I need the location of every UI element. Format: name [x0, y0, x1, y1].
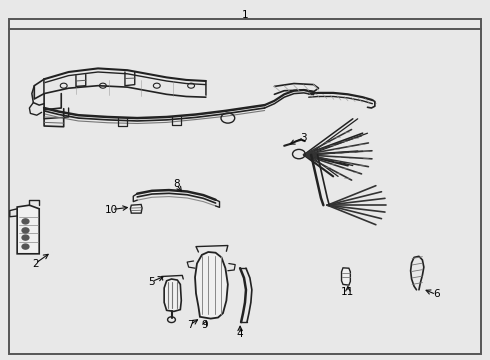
Polygon shape — [195, 252, 228, 319]
Text: 1: 1 — [242, 10, 248, 20]
Circle shape — [22, 219, 29, 224]
Text: 9: 9 — [201, 320, 208, 330]
Polygon shape — [342, 268, 350, 285]
Text: 2: 2 — [32, 258, 39, 269]
Text: 7: 7 — [187, 320, 194, 330]
Text: 11: 11 — [341, 287, 355, 297]
Text: 3: 3 — [300, 132, 307, 143]
Text: 10: 10 — [105, 204, 118, 215]
Circle shape — [22, 235, 29, 240]
Text: 8: 8 — [173, 179, 180, 189]
Text: 6: 6 — [433, 289, 440, 300]
Text: 5: 5 — [148, 276, 155, 287]
Circle shape — [22, 228, 29, 233]
Polygon shape — [164, 279, 181, 311]
Polygon shape — [130, 204, 142, 213]
Circle shape — [22, 244, 29, 249]
Polygon shape — [17, 205, 39, 254]
Text: 4: 4 — [237, 329, 244, 339]
